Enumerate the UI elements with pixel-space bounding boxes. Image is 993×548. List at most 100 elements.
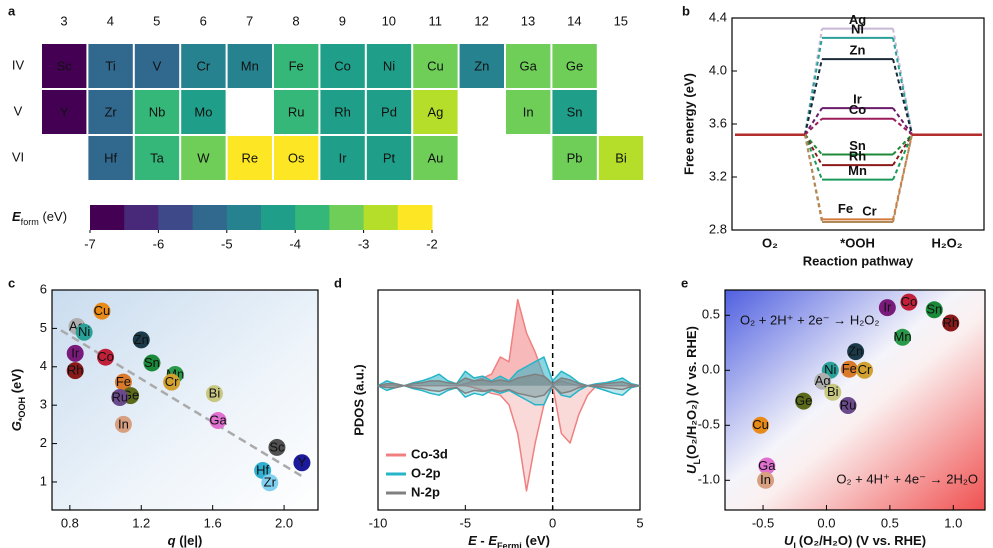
x-axis-label-part: L [793,541,799,548]
point [856,361,874,379]
y-tick-label: 5 [40,320,47,335]
element-cell [274,44,319,88]
element-cell [506,90,551,134]
point-label: Sc [269,439,285,454]
y-axis-label-part: L [692,459,702,465]
point [824,383,842,401]
point-label: Zn [848,344,863,359]
y-tick-label: 2 [40,435,47,450]
colorbar-title-part: form [21,217,39,227]
point [293,454,311,472]
point [114,373,132,391]
element-symbol: W [197,150,210,165]
group-number: 12 [474,13,488,28]
x-tick-label: H₂O₂ [931,235,962,250]
group-number: 13 [521,13,535,28]
element-symbol: Y [60,104,69,119]
x-tick-label: 1.0 [944,515,962,530]
colorbar-title: Eform (eV) [12,209,67,227]
x-tick-label: 0.8 [61,515,79,530]
element-cell [459,44,504,88]
element-symbol: Ti [105,58,115,73]
point [894,328,912,346]
point [254,461,272,479]
colorbar-tick-label: -7 [84,236,96,251]
y-tick-label: 0.0 [702,362,720,377]
element-symbol: Pb [567,150,583,165]
plot-area [51,289,319,511]
x-axis-label: E - EFermi (eV) [468,533,550,548]
point-label: Ag [815,373,831,388]
y-axis-label-part: (O₂/H₂O₂) (V vs. RHE) [684,326,699,459]
element-cell [552,90,597,134]
element-cell [181,44,226,88]
group-number: 9 [339,13,346,28]
y-axis-label: PDOS (a.u.) [351,364,366,436]
point [900,293,918,311]
y-axis-label: G*OOH (eV) [9,369,27,432]
level-label: Fe [838,201,853,216]
colorbar-tick-label: -2 [426,236,438,251]
point-label: Bi [209,386,221,401]
element-symbol: Ru [288,104,305,119]
x-axis-label-part: (|e|) [176,533,203,548]
level-label: Rh [849,149,866,164]
point-label: Y [298,455,307,470]
element-cell [274,136,319,180]
point [814,372,832,390]
level-label: Ni [851,21,864,36]
point-label: Ga [209,412,227,427]
panel-letter: b [682,3,690,18]
legend-label: O-2p [411,465,441,480]
colorbar-bin [261,205,296,230]
group-number: 10 [382,13,396,28]
x-axis-label-part: - [477,533,489,548]
y-tick-label: 1 [40,473,47,488]
element-symbol: In [523,104,534,119]
y-tick-label: 4 [40,358,47,373]
element-symbol: Au [427,150,443,165]
point-label: Sn [926,302,942,317]
colorbar-bin [295,205,330,230]
element-symbol: Sc [57,58,73,73]
point [97,348,115,366]
group-number: 8 [292,13,299,28]
x-tick-label: *OOH [840,235,875,250]
group-number: 5 [153,13,160,28]
colorbar-bin [90,205,125,230]
colorbar-tick-label: -4 [289,236,301,251]
point-label: Fe [116,374,131,389]
point-label: Cu [752,417,769,432]
group-number: 15 [614,13,628,28]
connector [892,107,913,136]
element-symbol: Sn [567,104,583,119]
element-symbol: Pd [381,104,397,119]
annotation: O₂ + 4H⁺ + 4e⁻ → 2H₂O [836,471,978,486]
point [132,331,150,349]
point-label: In [760,472,771,487]
point [758,457,776,475]
element-cell [552,136,597,180]
element-symbol: Zr [104,104,117,119]
element-cell [181,90,226,134]
point-label: Cr [165,374,179,389]
element-symbol: Mn [241,58,259,73]
level-label: Co [849,102,866,117]
element-symbol: Co [334,58,351,73]
group-number: 11 [428,13,442,28]
y-tick-label: 0.5 [702,307,720,322]
period-label: VI [12,149,24,164]
element-symbol: Cr [197,58,211,73]
point-label: Ni [824,362,836,377]
element-symbol: Ag [427,104,443,119]
y-tick-label: -1.0 [698,472,720,487]
point [878,299,896,317]
x-axis-label-part: (eV) [522,533,550,548]
y-axis-label-part: U [684,464,699,474]
element-symbol: Pt [383,150,396,165]
panel-letter: d [334,275,342,290]
element-cell [413,136,458,180]
spin-up-curve [377,356,641,387]
element-cell [598,136,644,180]
